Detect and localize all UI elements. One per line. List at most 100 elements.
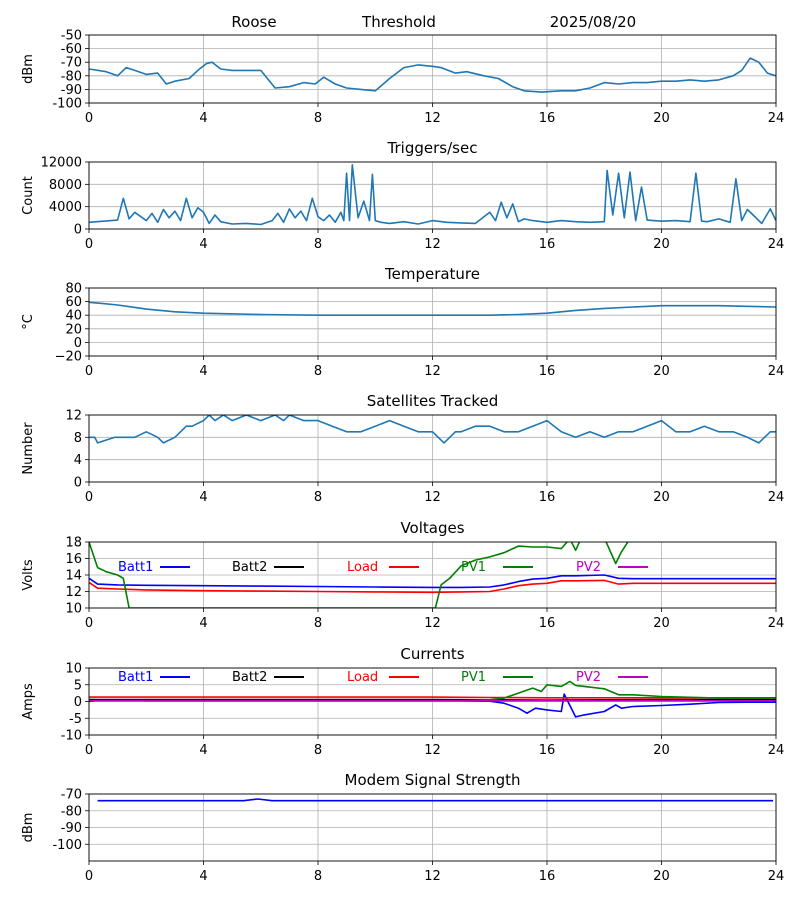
y-tick-label: 0 [74, 223, 82, 238]
x-tick-label: 8 [314, 237, 322, 252]
plot-frame [88, 541, 777, 609]
y-tick-label: 12000 [41, 156, 82, 171]
header-station: Roose [231, 13, 276, 31]
x-tick-label: 24 [768, 364, 785, 379]
x-tick-label: 16 [539, 743, 556, 758]
series-line-pv1 [89, 542, 629, 608]
x-tick-label: 8 [314, 364, 322, 379]
y-tick-label: −20 [55, 350, 82, 365]
x-tick-label: 0 [85, 237, 93, 252]
y-tick-label: 8000 [49, 178, 82, 193]
chart-title: Temperature [384, 265, 480, 283]
y-tick-label: 40 [65, 309, 82, 324]
legend-label-pv1: PV1 [461, 670, 486, 685]
x-tick-label: 4 [199, 237, 207, 252]
chart-satellites: 0 4 8 12 16 20 24 12 8 4 0 Satellites Tracked Number [21, 392, 784, 505]
x-tick-label: 12 [424, 490, 441, 505]
y-tick-label: -90 [61, 821, 82, 836]
y-tick-label: 4000 [49, 200, 82, 215]
y-tick-label: -70 [61, 788, 82, 803]
chart-title: Currents [400, 645, 464, 663]
y-tick-label: -90 [61, 83, 82, 98]
chart-currents: 0 4 8 12 16 20 24 105 0 -5 -10 Currents Amps Batt1 Bat… [21, 645, 784, 758]
chart-title: Voltages [400, 519, 464, 537]
y-tick-label: 10 [65, 662, 82, 677]
y-axis-label: Volts [21, 559, 36, 591]
x-tick-label: 4 [199, 490, 207, 505]
x-tick-label: 16 [539, 237, 556, 252]
legend-label-batt1: Batt1 [118, 670, 153, 685]
legend-label-batt1: Batt1 [118, 560, 153, 575]
y-tick-label: -70 [61, 56, 82, 71]
y-tick-label: 20 [65, 322, 82, 337]
legend-label-load: Load [347, 670, 378, 685]
x-tick-label: 20 [653, 743, 670, 758]
y-tick-label: 0 [74, 695, 82, 710]
x-tick-label: 20 [653, 869, 670, 884]
y-axis-label: dBm [21, 54, 36, 84]
header-date: 2025/08/20 [550, 13, 636, 31]
plot-frame [88, 414, 777, 483]
x-tick-label: 20 [653, 616, 670, 631]
x-tick-label: 16 [539, 111, 556, 126]
x-tick-label: 0 [85, 111, 93, 126]
x-tick-label: 20 [653, 364, 670, 379]
y-tick-label: -100 [52, 97, 82, 112]
y-tick-label: 10 [65, 602, 82, 617]
y-tick-label: 5 [74, 678, 82, 693]
x-tick-label: 4 [199, 616, 207, 631]
y-tick-label: 0 [74, 476, 82, 491]
y-axis-label: Number [21, 422, 36, 475]
x-tick-label: 12 [424, 364, 441, 379]
plot-frame [88, 793, 777, 862]
x-tick-label: 16 [539, 869, 556, 884]
legend-label-load: Load [347, 560, 378, 575]
x-tick-label: 4 [199, 869, 207, 884]
y-tick-label: -60 [61, 42, 82, 57]
legend-label-batt2: Batt2 [232, 670, 267, 685]
x-tick-label: 8 [314, 111, 322, 126]
x-tick-label: 12 [424, 616, 441, 631]
x-tick-label: 0 [85, 743, 93, 758]
y-tick-label: -80 [61, 804, 82, 819]
series-line-data [89, 57, 776, 93]
plot-frame [88, 667, 777, 736]
x-tick-label: 12 [424, 237, 441, 252]
x-tick-label: 20 [653, 111, 670, 126]
x-tick-label: 24 [768, 490, 785, 505]
x-tick-label: 0 [85, 616, 93, 631]
x-tick-label: 24 [768, 237, 785, 252]
x-tick-label: 0 [85, 364, 93, 379]
x-tick-label: 8 [314, 743, 322, 758]
chart-title: Triggers/sec [387, 139, 478, 157]
x-tick-label: 12 [424, 743, 441, 758]
x-tick-label: 16 [539, 490, 556, 505]
y-tick-label: 18 [65, 536, 82, 551]
y-tick-label: 12 [65, 585, 82, 600]
series-line-data [89, 415, 776, 444]
chart-rssi: 0 4 8 12 16 20 24 -50-60-70-80-90-100 dBm [21, 29, 784, 127]
chart-title: Modem Signal Strength [345, 771, 521, 789]
legend-label-batt2: Batt2 [232, 560, 267, 575]
x-tick-label: 16 [539, 364, 556, 379]
chart-triggers: 0 4 8 12 16 20 24 0 4000 8000 12000 Triggers/sec Cou… [21, 139, 784, 252]
header-mode: Threshold [361, 13, 436, 31]
y-tick-label: 16 [65, 552, 82, 567]
x-tick-label: 4 [199, 743, 207, 758]
x-tick-label: 4 [199, 111, 207, 126]
y-tick-label: 8 [74, 431, 82, 446]
x-tick-label: 0 [85, 869, 93, 884]
x-tick-label: 4 [199, 364, 207, 379]
series-line-data [89, 164, 776, 226]
chart-modem: 0 4 8 12 16 20 24 -70-80 -90 -100 Modem Signal Str… [21, 771, 784, 884]
plot-frame [88, 161, 777, 230]
y-tick-label: 12 [65, 409, 82, 424]
x-tick-label: 24 [768, 743, 785, 758]
y-tick-label: 4 [74, 453, 82, 468]
y-axis-label: °C [21, 314, 36, 330]
y-axis-label: dBm [21, 813, 36, 843]
x-tick-label: 20 [653, 237, 670, 252]
